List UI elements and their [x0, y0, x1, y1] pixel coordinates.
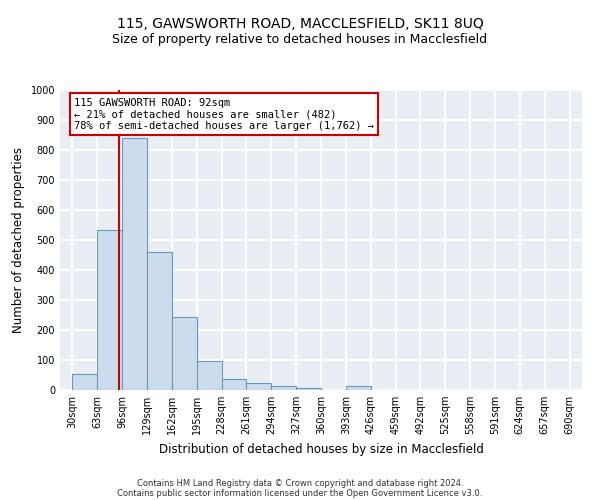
- Y-axis label: Number of detached properties: Number of detached properties: [12, 147, 25, 333]
- Text: Contains HM Land Registry data © Crown copyright and database right 2024.: Contains HM Land Registry data © Crown c…: [137, 478, 463, 488]
- Bar: [97, 230, 122, 390]
- Bar: [172, 316, 197, 390]
- Text: Contains public sector information licensed under the Open Government Licence v3: Contains public sector information licen…: [118, 488, 482, 498]
- Bar: [296, 388, 321, 390]
- Text: Size of property relative to detached houses in Macclesfield: Size of property relative to detached ho…: [112, 32, 488, 46]
- Bar: [122, 138, 147, 390]
- Bar: [197, 360, 221, 390]
- Bar: [221, 378, 247, 390]
- X-axis label: Distribution of detached houses by size in Macclesfield: Distribution of detached houses by size …: [158, 442, 484, 456]
- Bar: [147, 252, 172, 390]
- Bar: [346, 386, 371, 390]
- Bar: [73, 374, 97, 390]
- Text: 115 GAWSWORTH ROAD: 92sqm
← 21% of detached houses are smaller (482)
78% of semi: 115 GAWSWORTH ROAD: 92sqm ← 21% of detac…: [74, 98, 374, 130]
- Bar: [247, 384, 271, 390]
- Text: 115, GAWSWORTH ROAD, MACCLESFIELD, SK11 8UQ: 115, GAWSWORTH ROAD, MACCLESFIELD, SK11 …: [116, 18, 484, 32]
- Bar: [271, 386, 296, 390]
